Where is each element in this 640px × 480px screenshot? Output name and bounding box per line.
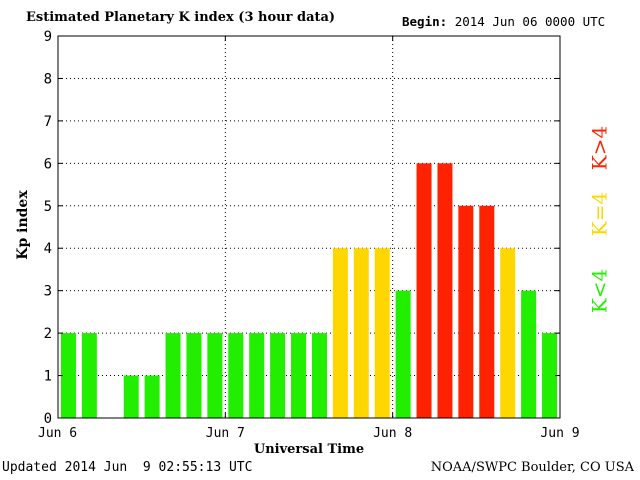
kp-bar — [500, 248, 516, 418]
kp-bar — [165, 333, 181, 418]
updated-info: Updated 2014 Jun 9 02:55:13 UTC — [2, 460, 252, 475]
kp-bar — [437, 163, 453, 418]
kp-bar — [186, 333, 202, 418]
kp-bar — [81, 333, 97, 418]
x-axis-label: Universal Time — [254, 442, 364, 457]
kp-bar — [353, 248, 369, 418]
y-tick-label: 0 — [44, 411, 52, 427]
kp-bar — [332, 248, 348, 418]
x-tick-label: Jun 8 — [373, 426, 412, 441]
x-tick-label: Jun 7 — [206, 426, 245, 441]
y-axis-label: Kp index — [15, 190, 31, 260]
legend-item: K=4 — [588, 192, 612, 236]
y-tick-label: 4 — [44, 241, 52, 257]
kp-bar — [144, 375, 160, 418]
y-tick-label: 5 — [44, 199, 52, 215]
kp-bar — [395, 290, 411, 418]
begin-label: Begin: — [402, 14, 448, 29]
kp-bar — [374, 248, 390, 418]
source-credit: NOAA/SWPC Boulder, CO USA — [430, 460, 634, 475]
y-tick-label: 7 — [44, 114, 52, 130]
legend-item: K<4 — [588, 269, 612, 313]
x-tick-label: Jun 9 — [540, 426, 579, 441]
y-tick-label: 2 — [44, 326, 52, 342]
kp-bar — [249, 333, 265, 418]
kp-bar — [479, 205, 495, 418]
kp-bar — [207, 333, 223, 418]
chart-title: Estimated Planetary K index (3 hour data… — [26, 10, 336, 25]
kp-bar — [521, 290, 537, 418]
kp-bar — [228, 333, 244, 418]
begin-info: Begin: 2014 Jun 06 0000 UTC — [402, 14, 605, 29]
kp-bar — [123, 375, 139, 418]
updated-value: 2014 Jun 9 02:55:13 UTC — [64, 460, 253, 475]
kp-bar — [60, 333, 76, 418]
legend-item: K>4 — [588, 126, 612, 170]
begin-value: 2014 Jun 06 0000 UTC — [454, 14, 606, 29]
kp-bar — [458, 205, 474, 418]
x-tick-label: Jun 6 — [38, 426, 77, 441]
kp-bar — [270, 333, 286, 418]
kp-bar — [311, 333, 327, 418]
kp-bar — [291, 333, 307, 418]
y-tick-label: 8 — [44, 71, 52, 87]
plot-frame — [57, 35, 561, 419]
updated-label: Updated — [2, 460, 57, 475]
y-tick-label: 9 — [44, 29, 52, 45]
kp-bar — [542, 333, 558, 418]
kp-bar — [416, 163, 432, 418]
y-tick-label: 3 — [44, 284, 52, 300]
y-tick-label: 1 — [44, 369, 52, 385]
y-tick-label: 6 — [44, 156, 52, 172]
